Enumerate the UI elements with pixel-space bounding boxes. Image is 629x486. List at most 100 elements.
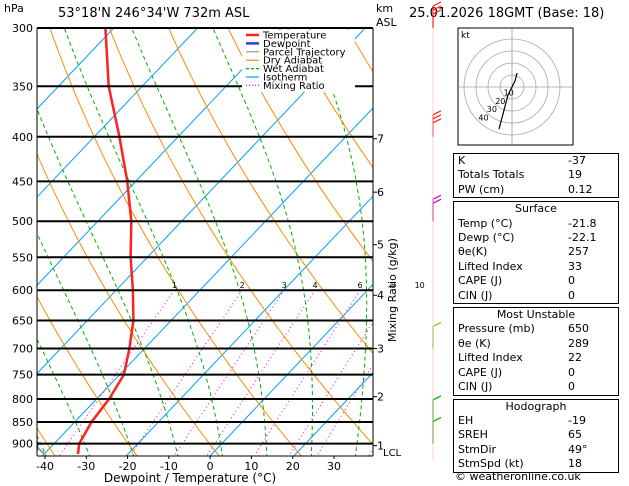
table-row: CIN (J) 0 bbox=[454, 380, 618, 394]
isotherm-line bbox=[37, 28, 115, 110]
mixing-ratio-line bbox=[129, 289, 243, 456]
row-value: 19 bbox=[568, 168, 582, 182]
mixing-ratio-line bbox=[173, 289, 285, 456]
table-title: Most Unstable bbox=[496, 308, 576, 322]
wet-adiabat-line bbox=[308, 28, 368, 456]
isotherm-line bbox=[209, 283, 373, 456]
pressure-label: 550 bbox=[12, 251, 33, 264]
row-label: SREH bbox=[458, 428, 488, 442]
mixing-ratio-label: 6 bbox=[358, 281, 363, 290]
dry-adiabat-line bbox=[37, 295, 138, 456]
hodograph-frame bbox=[457, 27, 574, 146]
isotherm-line bbox=[37, 28, 198, 198]
table-row: CAPE (J) 0 bbox=[454, 274, 618, 288]
wet-adiabat-line bbox=[37, 232, 135, 456]
table-row: EH -19 bbox=[454, 414, 618, 428]
x-tick-label: -30 bbox=[77, 460, 95, 473]
mixing-ratio-label: 1 bbox=[172, 281, 177, 290]
row-value: 0 bbox=[568, 288, 575, 302]
hodograph-ring-label: 20 bbox=[495, 97, 505, 106]
row-label: StmSpd (kt) bbox=[458, 457, 524, 471]
wind-barb-flag bbox=[432, 118, 442, 124]
wet-adiabat-line bbox=[131, 28, 268, 456]
row-value: 289 bbox=[568, 336, 589, 350]
row-label: EH bbox=[458, 413, 474, 427]
dry-adiabat-line bbox=[108, 28, 373, 446]
isotherm-line bbox=[37, 28, 282, 286]
indices-box: K -37 Totals Totals 19 PW (cm) 0.12 bbox=[453, 153, 619, 199]
hodograph-box: Hodograph EH -19 SREH 65 StmDir 49° StmSpd (kt)… bbox=[453, 398, 619, 473]
hodograph-ring-label: 40 bbox=[478, 114, 488, 123]
isotherm-line bbox=[293, 371, 373, 456]
legend-label: Wet Adiabat bbox=[263, 64, 324, 75]
wind-barb-flag bbox=[432, 321, 442, 328]
table-row: K -37 bbox=[454, 154, 618, 168]
x-tick-label: -20 bbox=[119, 460, 137, 473]
table-row: SREH 65 bbox=[454, 428, 618, 442]
mixing-ratio-label: 8 bbox=[391, 281, 396, 290]
copyright-footer: © weatheronline.co.uk bbox=[455, 470, 581, 483]
dry-adiabat-line bbox=[49, 28, 302, 456]
wet-adiabat-line bbox=[0, 28, 4, 458]
row-value: -22.1 bbox=[568, 231, 597, 245]
table-row: Temp (°C) -21.8 bbox=[454, 217, 618, 231]
datetime-title: 25.01.2026 18GMT (Base: 18) bbox=[409, 6, 605, 21]
mixing-ratio-line bbox=[206, 289, 316, 456]
wind-barb-flag bbox=[432, 198, 442, 204]
pressure-label: 500 bbox=[12, 215, 33, 228]
km-tick-label: 5 bbox=[377, 239, 384, 252]
row-label: θe(K) bbox=[458, 245, 488, 259]
wind-barb-flag bbox=[432, 395, 442, 401]
row-value: 0 bbox=[568, 274, 575, 288]
km-tick-label: 3 bbox=[377, 343, 384, 356]
row-value: 65 bbox=[568, 428, 582, 442]
pressure-label: 850 bbox=[12, 416, 33, 429]
km-tick-label: 1 bbox=[377, 440, 384, 453]
mixing-ratio-label: 2 bbox=[240, 281, 245, 290]
table-row: Pressure (mb) 650 bbox=[454, 322, 618, 336]
pressure-label: 400 bbox=[12, 131, 33, 144]
mixing-ratio-label: 10 bbox=[415, 281, 425, 290]
wind-barb-flag bbox=[432, 114, 442, 120]
wind-barb-flag bbox=[432, 194, 442, 200]
row-value: 0 bbox=[568, 365, 575, 379]
hodograph-trace bbox=[498, 72, 518, 130]
pressure-label: 600 bbox=[12, 284, 33, 297]
table-row: Totals Totals 19 bbox=[454, 168, 618, 182]
isotherm-line bbox=[42, 107, 373, 456]
table-title: Hodograph bbox=[505, 399, 567, 413]
wet-adiabat-line bbox=[212, 28, 313, 456]
indices-panel: K -37 Totals Totals 19 PW (cm) 0.12 Surface Te… bbox=[453, 153, 619, 476]
wind-barb-flag bbox=[432, 110, 442, 116]
row-label: Dewp (°C) bbox=[458, 231, 515, 245]
table-row: StmDir 49° bbox=[454, 443, 618, 457]
mixing-ratio-line bbox=[316, 363, 373, 456]
wet-adiabat-line bbox=[37, 107, 179, 456]
row-value: 257 bbox=[568, 245, 589, 259]
dry-adiabat-line bbox=[37, 152, 220, 456]
wet-adiabat-line bbox=[37, 337, 91, 456]
lcl-label: LCL bbox=[383, 448, 402, 459]
wind-barb-flag bbox=[432, 5, 442, 11]
mixing-ratio-line bbox=[58, 289, 175, 456]
pressure-label: 300 bbox=[12, 22, 33, 35]
pressure-label: 350 bbox=[12, 80, 33, 93]
table-row: θe(K) 257 bbox=[454, 245, 618, 259]
x-axis-label: Dewpoint / Temperature (°C) bbox=[104, 471, 276, 485]
x-tick-label: -10 bbox=[160, 460, 178, 473]
legend-label: Parcel Trajectory bbox=[263, 47, 346, 58]
pressure-label: 650 bbox=[12, 315, 33, 328]
location-title: 53°18'N 246°34'W 732m ASL bbox=[58, 6, 250, 21]
table-row: Lifted Index 22 bbox=[454, 351, 618, 365]
pressure-label: 750 bbox=[12, 369, 33, 382]
legend-box bbox=[242, 30, 355, 92]
row-label: StmDir bbox=[458, 442, 497, 456]
mixing-ratio-line bbox=[288, 321, 373, 456]
mixing-ratio-label: 4 bbox=[312, 281, 317, 290]
row-value: 650 bbox=[568, 322, 589, 336]
row-label: CAPE (J) bbox=[458, 274, 503, 288]
row-label: Lifted Index bbox=[458, 259, 523, 273]
km-tick-label: 7 bbox=[377, 133, 384, 146]
wet-adiabat-line bbox=[399, 28, 434, 458]
